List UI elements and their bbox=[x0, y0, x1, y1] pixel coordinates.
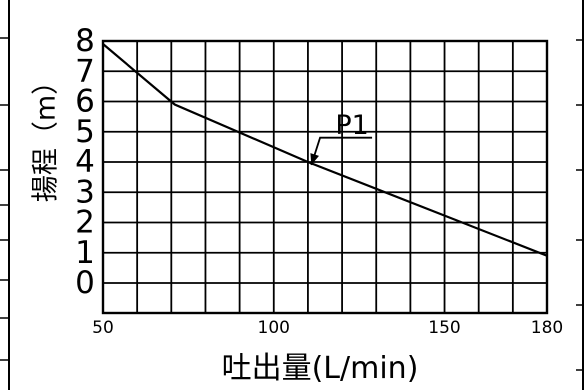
left-edge-ruler bbox=[0, 0, 10, 390]
y-tick-label: 3 bbox=[75, 174, 95, 210]
y-tick-label: 7 bbox=[75, 53, 95, 89]
annotation-layer: P1 bbox=[310, 110, 373, 166]
series-line-p1 bbox=[102, 43, 548, 257]
grid bbox=[102, 40, 548, 313]
x-tick-label: 150 bbox=[428, 318, 460, 338]
x-tick-label: 180 bbox=[531, 318, 563, 338]
y-tick-label: 4 bbox=[75, 144, 95, 180]
y-tick-label: 1 bbox=[75, 235, 95, 271]
y-tick-label: 0 bbox=[75, 265, 95, 301]
y-tick-label: 5 bbox=[75, 114, 95, 150]
x-axis-label: 吐出量(L/min) bbox=[222, 351, 419, 386]
y-tick-label: 8 bbox=[75, 23, 95, 59]
series-layer bbox=[102, 43, 548, 257]
x-tick-labels: 50 100 150 180 bbox=[92, 318, 563, 338]
right-edge-ruler bbox=[576, 0, 584, 390]
plot-border bbox=[101, 39, 549, 315]
plot-frame bbox=[101, 39, 549, 315]
y-tick-label: 6 bbox=[75, 84, 95, 120]
x-tick-label: 50 bbox=[92, 318, 114, 338]
x-tick-label: 100 bbox=[258, 318, 290, 338]
annotation-label: P1 bbox=[335, 110, 368, 141]
annotation-arrowhead bbox=[310, 153, 319, 166]
y-tick-label: 2 bbox=[75, 205, 95, 241]
y-axis-label: 揚程（m） bbox=[31, 68, 62, 202]
